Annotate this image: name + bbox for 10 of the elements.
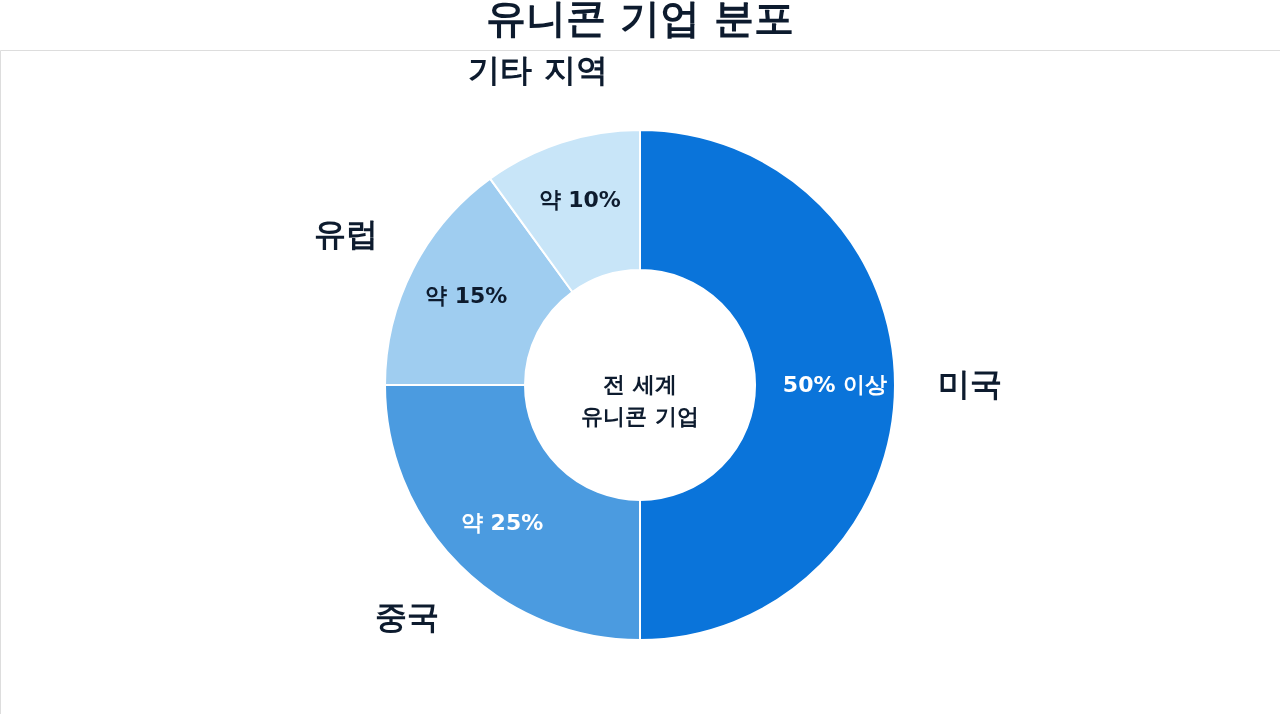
data-label: 약 15% [425, 283, 508, 309]
slice-label: 기타 지역 [468, 51, 608, 90]
text: 전 세계 유니콘 기업 [581, 372, 699, 429]
slice-label: 유럽 [313, 215, 378, 254]
data-label: 약 25% [460, 509, 544, 535]
data-label: 50% 이상 [782, 372, 888, 397]
slice-label: 중국 [374, 598, 439, 637]
data-label: 약 10% [538, 186, 621, 212]
slice-label: 미국 [938, 365, 1002, 403]
chart-title: 유니콘 기업 분포 [486, 0, 794, 41]
